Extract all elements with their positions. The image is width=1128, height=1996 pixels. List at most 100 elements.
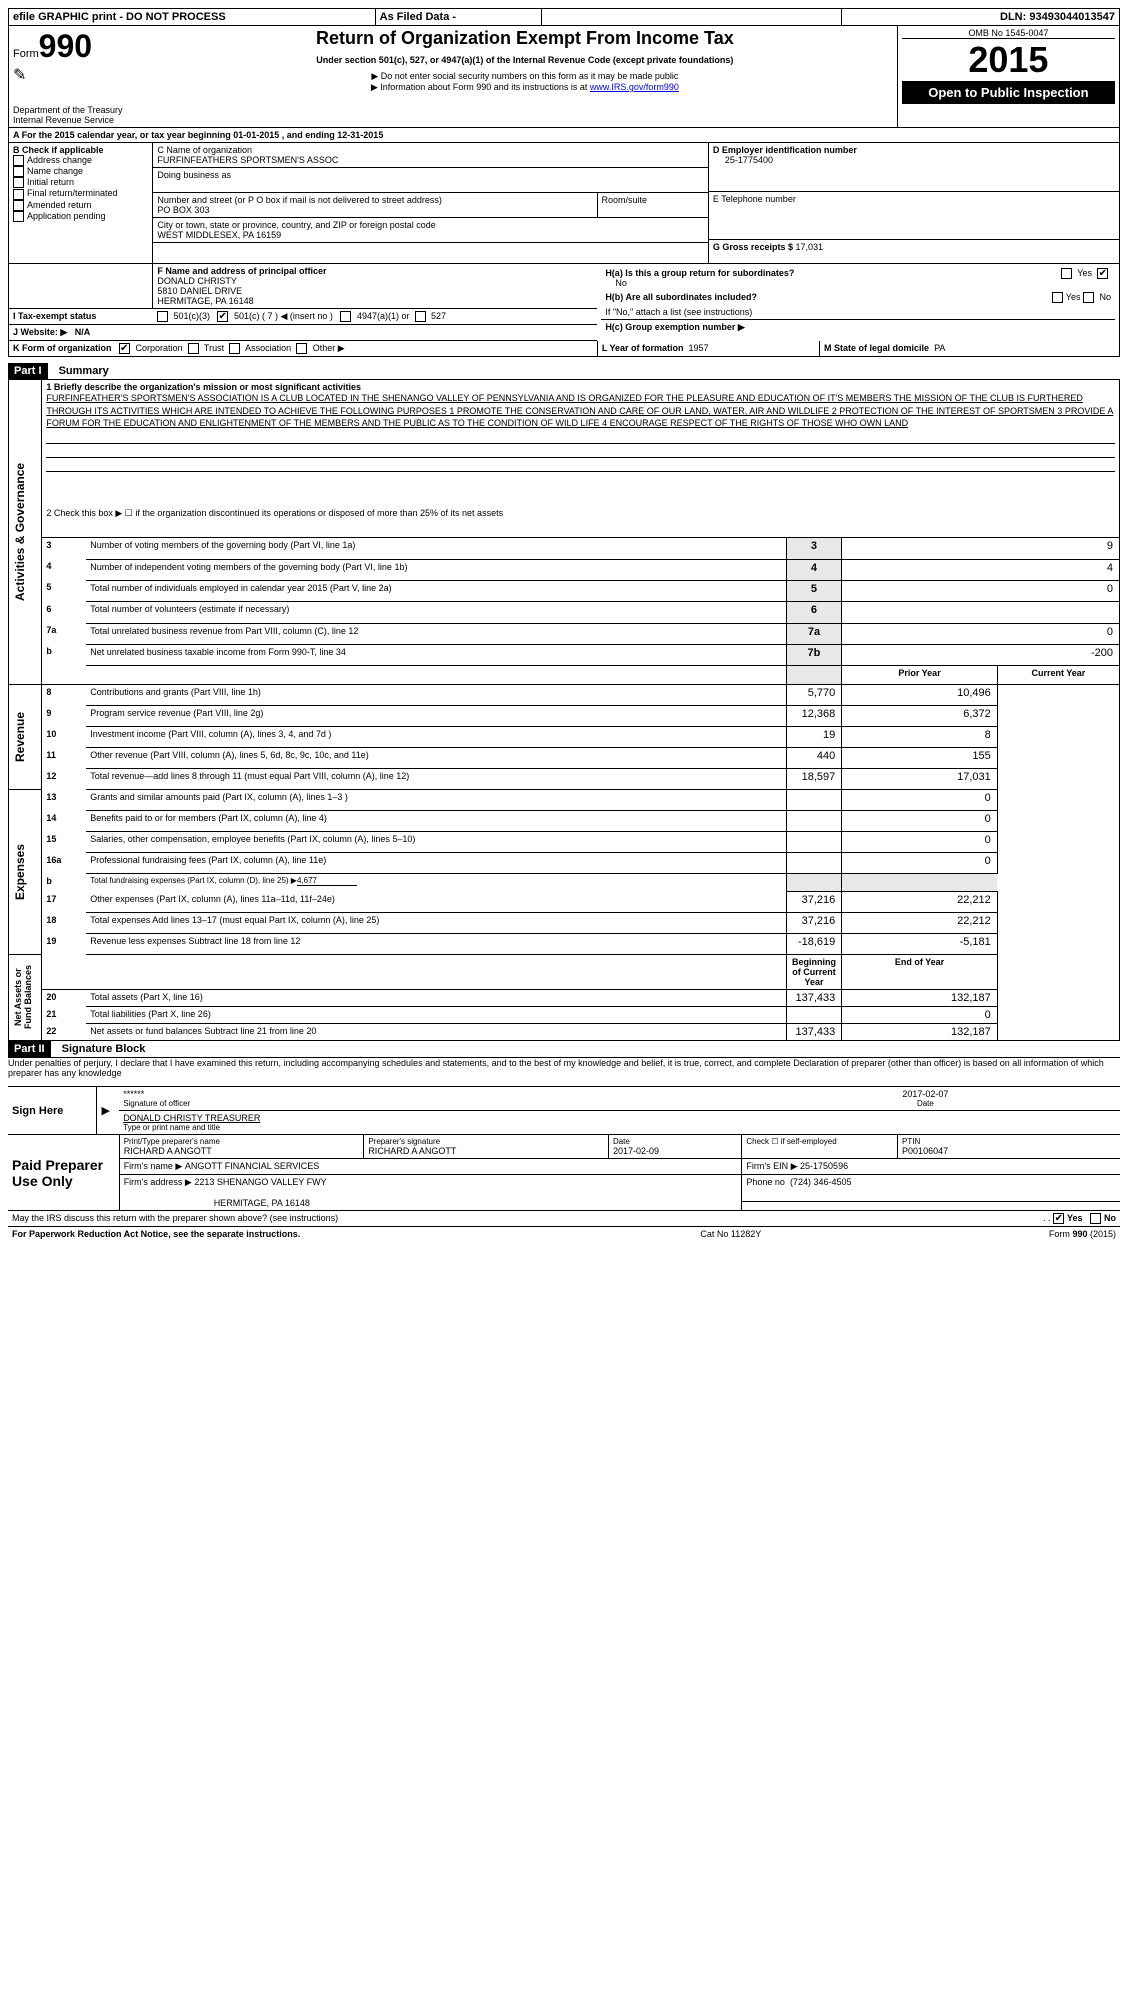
rev-row: 9Program service revenue (Part VIII, lin… bbox=[9, 706, 1120, 727]
checkbox-501c[interactable] bbox=[217, 311, 228, 322]
section-k-label: K Form of organization bbox=[13, 343, 112, 353]
part1-body: Activities & Governance 1 Briefly descri… bbox=[8, 379, 1120, 1041]
checkbox-discuss-no[interactable] bbox=[1090, 1213, 1101, 1224]
signature-date: 2017-02-07 bbox=[735, 1089, 1116, 1099]
line1-label: 1 Briefly describe the organization's mi… bbox=[46, 382, 1115, 392]
state-domicile: PA bbox=[934, 343, 945, 353]
paid-preparer-block: Paid Preparer Use Only Print/Type prepar… bbox=[8, 1135, 1120, 1211]
gov-row: 4Number of independent voting members of… bbox=[9, 559, 1120, 580]
part2-label: Part II bbox=[8, 1041, 51, 1057]
exp-row: 17Other expenses (Part IX, column (A), l… bbox=[9, 892, 1120, 913]
name-title-label: Type or print name and title bbox=[123, 1123, 1116, 1132]
section-f-label: F Name and address of principal officer bbox=[157, 266, 593, 276]
prep-name: RICHARD A ANGOTT bbox=[124, 1146, 360, 1156]
checkbox-discuss-yes[interactable] bbox=[1053, 1213, 1064, 1224]
exp-row: 15Salaries, other compensation, employee… bbox=[9, 832, 1120, 853]
asfiled-label: As Filed Data - bbox=[375, 9, 542, 26]
ha-answer: No bbox=[615, 278, 627, 288]
irs-label: Internal Revenue Service bbox=[13, 115, 149, 125]
side-revenue: Revenue bbox=[13, 687, 27, 787]
line2: 2 Check this box ▶ ☐ if the organization… bbox=[42, 498, 1120, 538]
firm-ein: 25-1750596 bbox=[800, 1161, 848, 1171]
exp-row: 14Benefits paid to or for members (Part … bbox=[9, 811, 1120, 832]
paperwork-notice: For Paperwork Reduction Act Notice, see … bbox=[8, 1227, 620, 1241]
form-subtitle: Under section 501(c), 527, or 4947(a)(1)… bbox=[157, 55, 893, 65]
side-expenses: Expenses bbox=[13, 792, 27, 952]
section-d-label: D Employer identification number bbox=[713, 145, 1115, 155]
checkbox-address-change[interactable] bbox=[13, 155, 24, 166]
hc-label: H(c) Group exemption number ▶ bbox=[601, 320, 1115, 336]
prep-sig: RICHARD A ANGOTT bbox=[368, 1146, 604, 1156]
checkbox-other[interactable] bbox=[296, 343, 307, 354]
officer-name-title: DONALD CHRISTY TREASURER bbox=[123, 1113, 1116, 1123]
org-name: FURFINFEATHERS SPORTSMEN'S ASSOC bbox=[157, 155, 704, 165]
officer-name: DONALD CHRISTY bbox=[157, 276, 593, 286]
may-irs-row: May the IRS discuss this return with the… bbox=[8, 1211, 1120, 1227]
city-value: WEST MIDDLESEX, PA 16159 bbox=[157, 230, 704, 240]
checkbox-initial-return[interactable] bbox=[13, 177, 24, 188]
checkbox-app-pending[interactable] bbox=[13, 211, 24, 222]
section-c-label: C Name of organization bbox=[157, 145, 704, 155]
checkbox-ha-yes[interactable] bbox=[1061, 268, 1072, 279]
net-row: 21Total liabilities (Part X, line 26)0 bbox=[9, 1007, 1120, 1024]
mission-text: FURFINFEATHER'S SPORTSMEN'S ASSOCIATION … bbox=[46, 392, 1115, 430]
irs-link[interactable]: www.IRS.gov/form990 bbox=[590, 82, 679, 92]
sign-here-label: Sign Here bbox=[8, 1087, 97, 1135]
checkbox-ha-no[interactable] bbox=[1097, 268, 1108, 279]
checkbox-assoc[interactable] bbox=[229, 343, 240, 354]
part2-header: Part II Signature Block bbox=[8, 1041, 1120, 1057]
section-i-label: I Tax-exempt status bbox=[13, 311, 96, 321]
open-public: Open to Public Inspection bbox=[902, 81, 1115, 104]
omb-number: OMB No 1545-0047 bbox=[902, 28, 1115, 39]
checkbox-corp[interactable] bbox=[119, 343, 130, 354]
checkbox-name-change[interactable] bbox=[13, 166, 24, 177]
gross-receipts: 17,031 bbox=[795, 242, 823, 252]
section-g-label: G Gross receipts $ bbox=[713, 242, 793, 252]
street-label: Number and street (or P O box if mail is… bbox=[157, 195, 592, 205]
side-netassets: Net Assets or Fund Balances bbox=[13, 957, 33, 1037]
net-row: 22Net assets or fund balances Subtract l… bbox=[9, 1024, 1120, 1041]
form-label: Form bbox=[13, 48, 39, 60]
firm-ein-label: Firm's EIN ▶ bbox=[746, 1161, 797, 1171]
ptin-value: P00106047 bbox=[902, 1146, 1116, 1156]
checkbox-501c3[interactable] bbox=[157, 311, 168, 322]
header: Form990 ✎ Department of the Treasury Int… bbox=[8, 26, 1120, 128]
phone-label: Phone no bbox=[746, 1177, 785, 1187]
checkbox-hb-yes[interactable] bbox=[1052, 292, 1063, 303]
gov-row: bNet unrelated business taxable income f… bbox=[9, 644, 1120, 665]
checkbox-hb-no[interactable] bbox=[1083, 292, 1094, 303]
checkbox-amended[interactable] bbox=[13, 200, 24, 211]
col-prior: Prior Year bbox=[842, 666, 998, 685]
checkbox-trust[interactable] bbox=[188, 343, 199, 354]
firm-addr: 2213 SHENANGO VALLEY FWY bbox=[194, 1177, 326, 1187]
signature-block: Sign Here ▶ ****** Signature of officer … bbox=[8, 1086, 1120, 1135]
perjury-text: Under penalties of perjury, I declare th… bbox=[8, 1057, 1120, 1078]
checkbox-527[interactable] bbox=[415, 311, 426, 322]
efile-notice: efile GRAPHIC print - DO NOT PROCESS bbox=[9, 9, 376, 26]
klm-block: K Form of organization Corporation Trust… bbox=[8, 341, 1120, 357]
gov-row: 7aTotal unrelated business revenue from … bbox=[9, 623, 1120, 644]
firm-addr2: HERMITAGE, PA 16148 bbox=[124, 1198, 310, 1208]
signature-label: Signature of officer bbox=[123, 1099, 727, 1108]
website-value: N/A bbox=[75, 327, 91, 337]
gov-row: 3Number of voting members of the governi… bbox=[9, 538, 1120, 559]
section-m-label: M State of legal domicile bbox=[824, 343, 929, 353]
side-activities: Activities & Governance bbox=[13, 382, 27, 682]
checkbox-final-return[interactable] bbox=[13, 189, 24, 200]
part1-title: Summary bbox=[59, 365, 109, 377]
may-irs-label: May the IRS discuss this return with the… bbox=[8, 1211, 898, 1227]
checkbox-4947[interactable] bbox=[340, 311, 351, 322]
section-a: A For the 2015 calendar year, or tax yea… bbox=[9, 128, 1120, 143]
city-label: City or town, state or province, country… bbox=[157, 220, 704, 230]
firm-name: ANGOTT FINANCIAL SERVICES bbox=[185, 1161, 319, 1171]
date-label: Date bbox=[735, 1099, 1116, 1108]
prep-name-label: Print/Type preparer's name bbox=[124, 1137, 360, 1146]
hb-label: H(b) Are all subordinates included? bbox=[605, 292, 757, 302]
officer-addr1: 5810 DANIEL DRIVE bbox=[157, 286, 593, 296]
note-ssn: ▶ Do not enter social security numbers o… bbox=[157, 71, 893, 82]
officer-group-block: F Name and address of principal officer … bbox=[8, 264, 1120, 341]
officer-addr2: HERMITAGE, PA 16148 bbox=[157, 296, 593, 306]
dln-label: DLN: bbox=[1000, 11, 1026, 23]
prep-sig-label: Preparer's signature bbox=[368, 1137, 604, 1146]
rev-row: 10Investment income (Part VIII, column (… bbox=[9, 727, 1120, 748]
